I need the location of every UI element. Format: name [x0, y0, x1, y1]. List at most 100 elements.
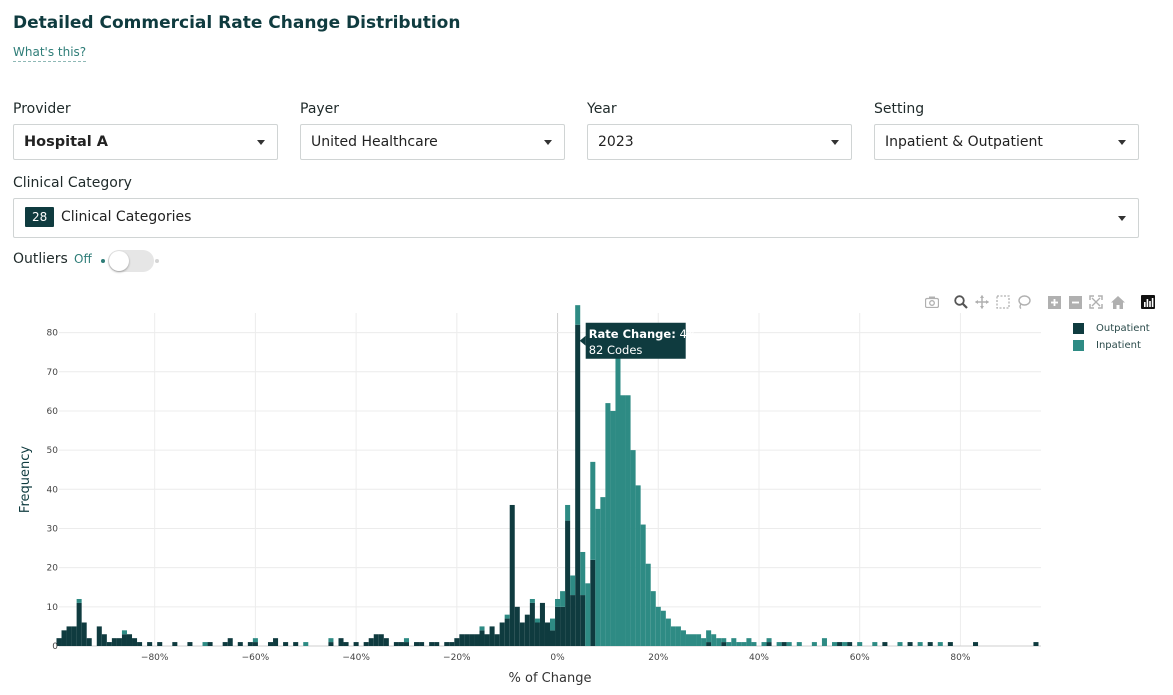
zoom-out-icon[interactable]: [1067, 294, 1083, 310]
histogram-bar-outpatient: [237, 642, 243, 646]
histogram-chart[interactable]: 0 10 20 30 40 50 60 70 80 −80% −60% −40% −20% 0% 20% 4…: [0, 275, 1173, 695]
y-tick-label: 20: [47, 564, 59, 574]
histogram-bar-outpatient: [137, 642, 143, 646]
histogram-bar-outpatient: [252, 642, 258, 646]
x-tick-label: 60%: [850, 653, 870, 663]
histogram-bar-outpatient: [565, 520, 571, 646]
histogram-bar-inpatient: [660, 610, 666, 646]
histogram-bar-outpatient: [267, 642, 274, 646]
histogram-bar-inpatient: [610, 410, 616, 646]
camera-icon[interactable]: [924, 294, 940, 310]
histogram-bar-outpatient: [504, 618, 510, 646]
zoom-icon[interactable]: [953, 294, 969, 310]
histogram-bar-inpatient: [857, 642, 863, 646]
histogram-bar-outpatient: [570, 595, 576, 646]
histogram-bar-outpatient: [459, 634, 465, 646]
histogram-bar-inpatient: [655, 606, 661, 646]
x-tick-label: −60%: [242, 653, 270, 663]
histogram-bar-inpatient: [635, 485, 641, 646]
histogram-bar-outpatient: [132, 638, 138, 646]
histogram-bar-outpatient: [494, 634, 500, 646]
histogram-bar-outpatient: [414, 642, 420, 646]
payer-select[interactable]: United Healthcare: [300, 124, 565, 160]
provider-select[interactable]: Hospital A: [13, 124, 278, 160]
histogram-bar-outpatient: [484, 634, 490, 646]
histogram-bar-inpatient: [842, 642, 848, 646]
histogram-bar-inpatient: [731, 638, 737, 646]
histogram-bar-inpatient: [585, 583, 591, 646]
histogram-bar-outpatient: [721, 642, 727, 646]
outliers-state-label: Off: [74, 252, 92, 266]
histogram-bar-outpatient: [383, 638, 389, 646]
chevron-down-icon: [1118, 140, 1126, 145]
chevron-down-icon: [257, 140, 265, 145]
histogram-bar-inpatient: [766, 638, 772, 643]
histogram-bar-outpatient: [283, 642, 289, 646]
histogram-bar-outpatient: [847, 642, 853, 646]
chart-gridlines: [59, 313, 1041, 647]
histogram-bar-inpatient: [560, 591, 566, 607]
setting-select[interactable]: Inpatient & Outpatient: [874, 124, 1139, 160]
histogram-bar-outpatient: [509, 504, 515, 646]
pan-icon[interactable]: [974, 294, 990, 310]
histogram-bar-inpatient: [615, 352, 621, 646]
y-axis-ticks: 0 10 20 30 40 50 60 70 80: [47, 329, 59, 652]
histogram-bar-outpatient: [378, 634, 384, 646]
histogram-bar-outpatient: [766, 642, 772, 646]
outliers-label: Outliers: [13, 251, 68, 267]
autoscale-icon[interactable]: [1088, 294, 1104, 310]
histogram-bar-inpatient: [665, 618, 671, 646]
histogram-bar-outpatient: [147, 642, 153, 646]
tooltip-pointer: [579, 335, 586, 346]
histogram-bar-inpatient: [811, 642, 817, 646]
x-axis-label: % of Change: [509, 671, 592, 686]
histogram-bar-inpatient: [716, 638, 722, 646]
y-tick-label: 0: [52, 642, 58, 652]
histogram-bar-outpatient: [544, 622, 550, 646]
toggle-indicator-dot: [155, 259, 159, 263]
box-select-icon[interactable]: [995, 294, 1011, 310]
histogram-bar-outpatient: [469, 634, 475, 646]
x-tick-label: −80%: [141, 653, 169, 663]
histogram-bar-outpatient: [1033, 642, 1039, 646]
histogram-bar-outpatient: [489, 626, 495, 646]
histogram-bar-inpatient: [590, 461, 596, 560]
whats-this-link[interactable]: What's this?: [13, 45, 87, 62]
histogram-bar-inpatient: [580, 551, 586, 596]
tooltip-line-1: Rate Change: 4%: [589, 327, 698, 341]
year-select[interactable]: 2023: [587, 124, 852, 160]
legend-inpatient-label[interactable]: Inpatient: [1096, 340, 1141, 351]
histogram-bar-outpatient: [449, 642, 455, 646]
histogram-bar-outpatient: [273, 638, 279, 646]
legend-outpatient-swatch[interactable]: [1073, 323, 1084, 334]
histogram-bar-outpatient: [519, 622, 525, 646]
histogram-bar-outpatient: [101, 634, 107, 646]
legend-outpatient-label[interactable]: Outpatient: [1096, 323, 1150, 334]
year-value: 2023: [598, 134, 634, 150]
histogram-bar-inpatient: [479, 626, 485, 631]
histogram-bar-inpatient: [555, 598, 561, 607]
histogram-bar-outpatient: [363, 642, 369, 646]
histogram-bar-outpatient: [575, 324, 581, 646]
histogram-bar-outpatient: [76, 602, 82, 646]
lasso-icon[interactable]: [1016, 294, 1032, 310]
histogram-bar-outpatient: [106, 642, 112, 646]
home-icon[interactable]: [1110, 294, 1126, 310]
histogram-bar-inpatient: [685, 634, 692, 646]
plotly-logo-icon[interactable]: [1140, 294, 1156, 310]
outliers-toggle[interactable]: [108, 250, 154, 272]
histogram-bar-outpatient: [534, 622, 540, 646]
y-tick-label: 70: [47, 368, 59, 378]
histogram-bar-inpatient: [645, 563, 651, 646]
histogram-bar-inpatient: [252, 638, 258, 643]
histogram-bar-outpatient: [71, 626, 77, 646]
x-tick-label: −40%: [342, 653, 370, 663]
histogram-bar-outpatient: [560, 606, 566, 646]
legend-inpatient-swatch[interactable]: [1073, 340, 1084, 351]
histogram-bar-outpatient: [157, 642, 163, 646]
histogram-bar-inpatient: [303, 642, 309, 646]
histogram-bar-inpatient: [565, 504, 571, 521]
clinical-category-select[interactable]: 28 Clinical Categories: [13, 198, 1139, 238]
zoom-in-icon[interactable]: [1046, 294, 1062, 310]
histogram-bar-inpatient: [786, 642, 792, 646]
